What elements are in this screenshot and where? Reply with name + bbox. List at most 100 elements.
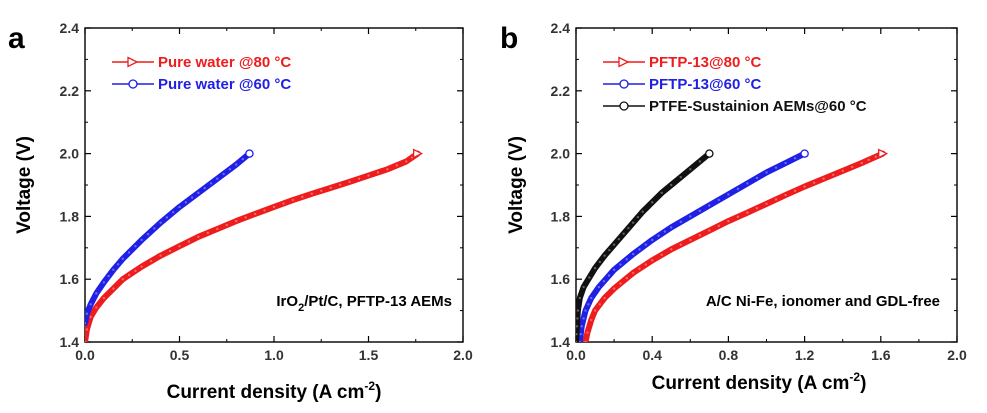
series-marker-texture: [602, 280, 606, 283]
series-marker-texture: [793, 189, 797, 193]
series-marker-texture: [85, 321, 87, 325]
series-marker-texture: [85, 328, 89, 331]
y-tick-label: 1.6: [60, 271, 80, 287]
x-tick-label: 0.4: [642, 347, 662, 363]
series-marker-texture: [225, 223, 228, 227]
series-marker-texture: [812, 181, 816, 184]
series-marker-texture: [631, 252, 635, 256]
x-tick-label: 0.5: [170, 347, 190, 363]
series-marker-texture: [159, 254, 162, 257]
series-marker-texture: [576, 317, 579, 320]
series-marker-texture: [587, 303, 590, 306]
x-tick-label: 0.8: [719, 347, 739, 363]
series-marker-texture: [584, 309, 587, 312]
series-marker-texture: [651, 201, 654, 204]
series-marker-texture: [134, 245, 137, 248]
annotation-main: IrO: [276, 293, 298, 310]
y-tick-label: 2.4: [551, 20, 571, 36]
series-marker-texture: [197, 235, 200, 239]
annotation-sub: 2: [298, 302, 304, 314]
series-marker-texture: [184, 201, 187, 204]
series-marker-texture: [598, 260, 602, 264]
series-marker-texture: [831, 173, 835, 176]
series-1: [85, 150, 253, 327]
series-marker-texture: [376, 171, 380, 174]
series-marker-texture: [121, 257, 125, 260]
series-marker-texture: [586, 331, 589, 334]
legend-label: Pure water @60 °C: [158, 76, 291, 93]
series-end-marker: [800, 149, 809, 158]
series-marker-texture: [644, 243, 648, 246]
series-marker-texture: [190, 196, 194, 199]
series-marker-texture: [619, 263, 622, 266]
series-marker-texture: [612, 268, 616, 271]
series-marker-texture: [644, 263, 648, 266]
annotation-rest: /Pt/C, PFTP-13 AEMs: [304, 293, 452, 310]
series-marker-texture: [774, 166, 778, 169]
series-marker-texture: [410, 156, 414, 159]
series-marker-texture: [593, 309, 597, 312]
y-tick-label: 1.6: [551, 271, 571, 287]
series-marker-texture: [282, 202, 285, 205]
series-marker-texture: [89, 315, 92, 319]
series-marker-texture: [178, 245, 181, 248]
series-marker-texture: [657, 234, 660, 237]
legend-marker: [619, 79, 629, 89]
series-marker-texture: [851, 165, 854, 169]
x-tick-label: 2.0: [947, 347, 967, 363]
panel-letter: a: [8, 22, 25, 55]
series-marker-texture: [860, 161, 863, 165]
series-line: [85, 150, 253, 327]
series-marker-texture: [874, 155, 877, 158]
series-0: [582, 150, 886, 342]
series-marker-texture: [625, 258, 628, 261]
series-marker-texture: [689, 238, 692, 242]
series-2: [576, 150, 713, 342]
series-end-marker: [245, 149, 254, 158]
series-marker-texture: [793, 157, 797, 160]
series-marker-texture: [619, 282, 622, 285]
series-marker-texture: [134, 269, 137, 273]
series-marker-texture: [235, 219, 238, 223]
series-marker-texture: [631, 221, 635, 224]
series-marker-texture: [608, 248, 611, 252]
series-marker-texture: [617, 237, 621, 241]
x-axis-title: Current density (A cm-2): [167, 379, 382, 403]
series-marker-texture: [263, 209, 266, 212]
series-marker-texture: [127, 273, 131, 277]
y-tick-label: 1.8: [551, 208, 571, 224]
series-marker-texture: [582, 317, 585, 320]
x-axis-title-end: ): [375, 382, 381, 403]
y-tick-label: 1.8: [60, 208, 80, 224]
series-marker-texture: [112, 268, 115, 271]
series-line: [576, 150, 713, 342]
y-tick-label: 1.4: [551, 334, 571, 350]
series-marker-texture: [679, 243, 682, 246]
series-marker-texture: [755, 176, 759, 180]
series-marker-texture: [172, 211, 175, 214]
series-marker-texture: [116, 263, 120, 266]
series-marker-texture: [146, 232, 150, 236]
series-marker-texture: [329, 186, 332, 190]
series-marker-texture: [582, 285, 585, 289]
series-marker-texture: [803, 185, 806, 188]
series-marker-texture: [121, 278, 125, 281]
series-marker-texture: [765, 202, 768, 206]
series-marker-texture: [140, 265, 143, 268]
series-marker-texture: [178, 205, 181, 209]
x-axis-title-main: Current density (A cm: [652, 373, 850, 394]
series-marker-texture: [320, 189, 323, 193]
series-marker-texture: [95, 306, 98, 309]
series-marker-texture: [102, 296, 106, 300]
series-marker-texture: [367, 174, 370, 177]
x-axis-title: Current density (A cm-2): [652, 370, 867, 394]
series-0: [85, 150, 421, 342]
series-marker-texture: [660, 253, 663, 257]
annotation: IrO2/Pt/C, PFTP-13 AEMs: [276, 293, 452, 314]
series-marker-texture: [755, 207, 759, 210]
series-marker-texture: [203, 186, 206, 190]
x-axis-title-sup: -2: [849, 370, 860, 384]
series-marker-texture: [746, 211, 749, 214]
series-marker-texture: [784, 193, 787, 197]
series-marker-texture: [338, 183, 342, 187]
